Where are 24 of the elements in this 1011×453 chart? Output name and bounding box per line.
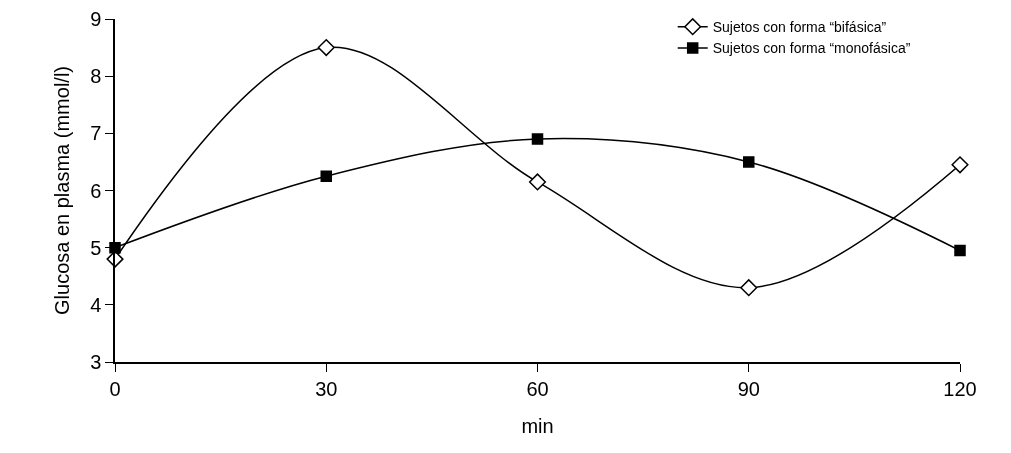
point [531, 133, 544, 145]
point [317, 39, 335, 57]
point [740, 279, 758, 297]
y-tick-label: 9 [90, 8, 102, 30]
y-tick-label: 6 [90, 179, 102, 202]
legend-label: Sujetos con forma “monofásica” [712, 40, 911, 57]
y-tick-label: 5 [90, 236, 102, 259]
x-tick-label: 30 [315, 377, 338, 400]
legend-label: Sujetos con forma “bifásica” [712, 19, 887, 36]
x-tick-label: 0 [109, 377, 121, 400]
x-axis-title: min [521, 414, 554, 437]
y-tick-label: 3 [90, 351, 102, 373]
point [320, 170, 332, 182]
y-axis-title: Glucosa en plasma (mmol/l) [51, 66, 74, 315]
y-tick-label: 8 [90, 65, 102, 88]
point [954, 244, 966, 257]
x-tick-label: 90 [737, 377, 760, 400]
point [743, 156, 755, 168]
y-tick-label: 4 [90, 293, 102, 316]
x-tick-label: 120 [943, 377, 977, 400]
point [528, 173, 547, 191]
y-tick-label: 7 [90, 122, 102, 145]
point [951, 156, 969, 174]
x-tick-label: 60 [526, 377, 549, 400]
